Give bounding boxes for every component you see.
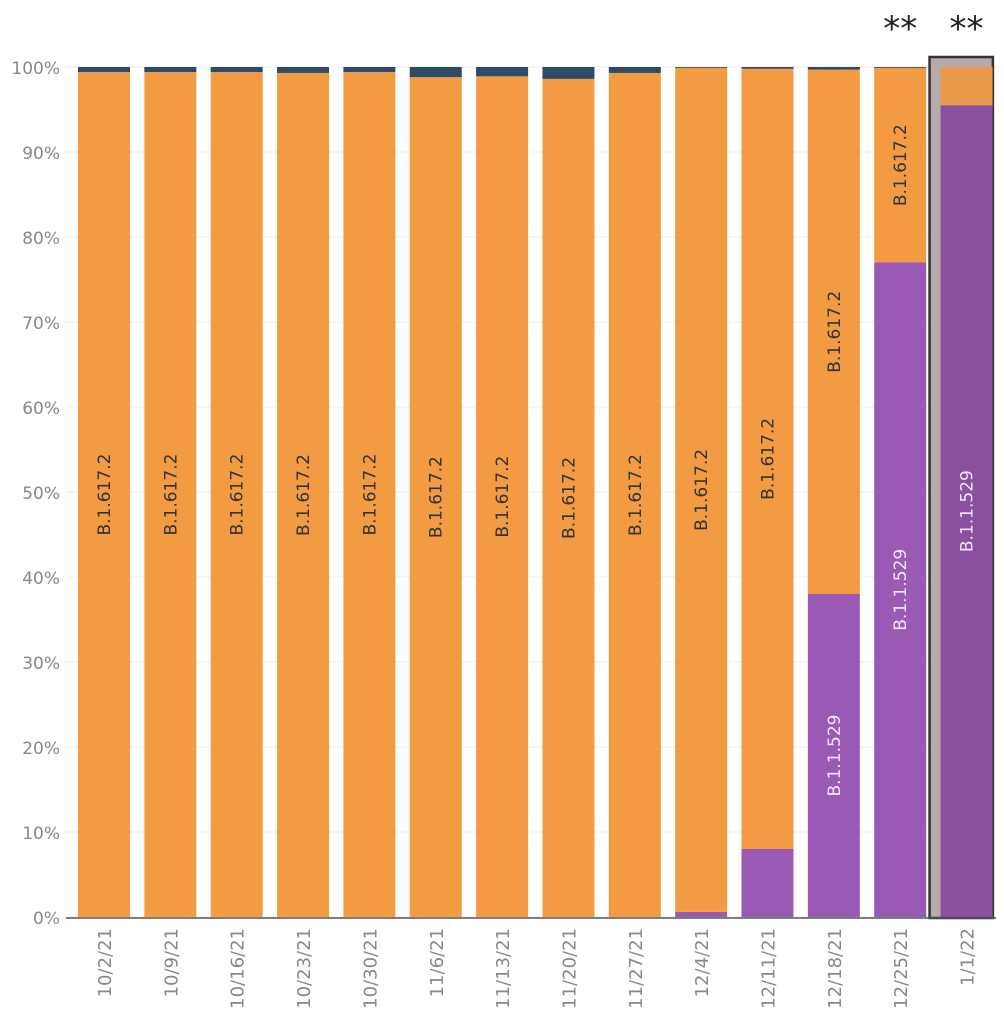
- y-tick-label: 20%: [22, 739, 60, 759]
- bar-other-10-9-21: [144, 67, 197, 73]
- bar-b-1-617-2-10-9-21: [144, 72, 197, 918]
- segment-label: B.1.617.2: [427, 456, 447, 538]
- bar-b-1-617-2-12-4-21: [675, 67, 728, 912]
- y-tick-label: 80%: [22, 229, 60, 249]
- x-tick-label: 1/1/22: [958, 928, 979, 986]
- x-tick-label: 11/20/21: [559, 928, 580, 1009]
- bar-b-1-617-2-12-11-21: [741, 68, 794, 849]
- bar-other-11-13-21: [476, 67, 529, 77]
- bar-b-1-617-2-10-30-21: [343, 72, 396, 918]
- y-tick-label: 40%: [22, 569, 60, 589]
- segment-label: B.1.1.529: [958, 470, 978, 552]
- bar-b-1-617-2-10-16-21: [210, 72, 263, 918]
- bar-other-11-20-21: [542, 67, 595, 79]
- segment-label: B.1.617.2: [228, 454, 248, 536]
- y-tick-label: 0%: [33, 909, 60, 929]
- segment-label: B.1.617.2: [360, 454, 380, 536]
- y-tick-label: 50%: [22, 484, 60, 504]
- bar-b-1-617-2-11-27-21: [608, 72, 661, 917]
- y-tick-label: 90%: [22, 144, 60, 164]
- y-tick-label: 70%: [22, 314, 60, 334]
- bar-other-12-18-21: [807, 67, 860, 70]
- bar-b-1-617-2-11-6-21: [409, 77, 462, 917]
- bar-b-1-617-2-12-25-21: [874, 67, 927, 263]
- segment-label: B.1.617.2: [559, 457, 579, 539]
- bar-b-1-1-529-12-11-21: [741, 849, 794, 917]
- x-tick-label: 10/16/21: [228, 928, 249, 1009]
- y-tick-label: 100%: [11, 59, 60, 79]
- x-tick-label: 12/18/21: [825, 928, 846, 1009]
- x-tick-label: 10/9/21: [161, 928, 182, 997]
- bar-b-1-1-529-12-18-21: [807, 594, 860, 917]
- segment-label: B.1.617.2: [493, 456, 513, 538]
- segment-label: B.1.617.2: [626, 454, 646, 536]
- bar-other-10-16-21: [210, 67, 263, 73]
- segment-label: B.1.617.2: [294, 454, 314, 536]
- asterisk-annotation: **: [883, 9, 917, 49]
- segment-label: B.1.617.2: [692, 449, 712, 531]
- x-tick-label: 11/27/21: [626, 928, 647, 1009]
- bar-b-1-617-2-1-1-22: [940, 67, 993, 106]
- x-tick-label: 10/30/21: [360, 928, 381, 1009]
- x-tick-label: 10/23/21: [294, 928, 315, 1009]
- bar-b-1-1-529-12-25-21: [874, 262, 927, 917]
- segment-label: B.1.617.2: [759, 418, 779, 500]
- segment-label: B.1.617.2: [891, 124, 911, 206]
- bar-other-10-23-21: [277, 67, 330, 73]
- bar-b-1-617-2-10-2-21: [78, 72, 130, 918]
- x-tick-label: 12/11/21: [759, 928, 780, 1009]
- bar-other-12-11-21: [741, 67, 794, 69]
- y-tick-label: 30%: [22, 654, 60, 674]
- segment-label: B.1.1.529: [891, 549, 911, 631]
- bar-other-10-2-21: [78, 67, 130, 73]
- segment-label: B.1.617.2: [161, 454, 181, 536]
- x-tick-label: 10/2/21: [95, 928, 116, 997]
- x-tick-label: 12/25/21: [891, 928, 912, 1009]
- bar-b-1-1-529-12-4-21: [675, 911, 728, 917]
- bar-other-12-4-21: [675, 67, 728, 68]
- asterisk-annotation: **: [950, 9, 984, 49]
- bar-b-1-617-2-10-23-21: [277, 72, 330, 917]
- bar-b-1-1-529-1-1-22: [940, 105, 993, 917]
- bar-other-11-6-21: [409, 67, 462, 78]
- x-tick-label: 11/6/21: [427, 928, 448, 997]
- bar-b-1-617-2-11-13-21: [476, 76, 529, 918]
- bar-other-12-25-21: [874, 67, 927, 68]
- x-tick-label: 12/4/21: [692, 928, 713, 997]
- bar-b-1-617-2-11-20-21: [542, 78, 595, 917]
- segment-label: B.1.617.2: [825, 291, 845, 373]
- y-tick-label: 10%: [22, 824, 60, 844]
- x-tick-label: 11/13/21: [493, 928, 514, 1009]
- bar-other-11-27-21: [608, 67, 661, 73]
- segment-label: B.1.617.2: [95, 454, 115, 536]
- y-tick-label: 60%: [22, 399, 60, 419]
- bar-b-1-617-2-12-18-21: [807, 69, 860, 595]
- bar-other-10-30-21: [343, 67, 396, 73]
- segment-label: B.1.1.529: [825, 715, 845, 797]
